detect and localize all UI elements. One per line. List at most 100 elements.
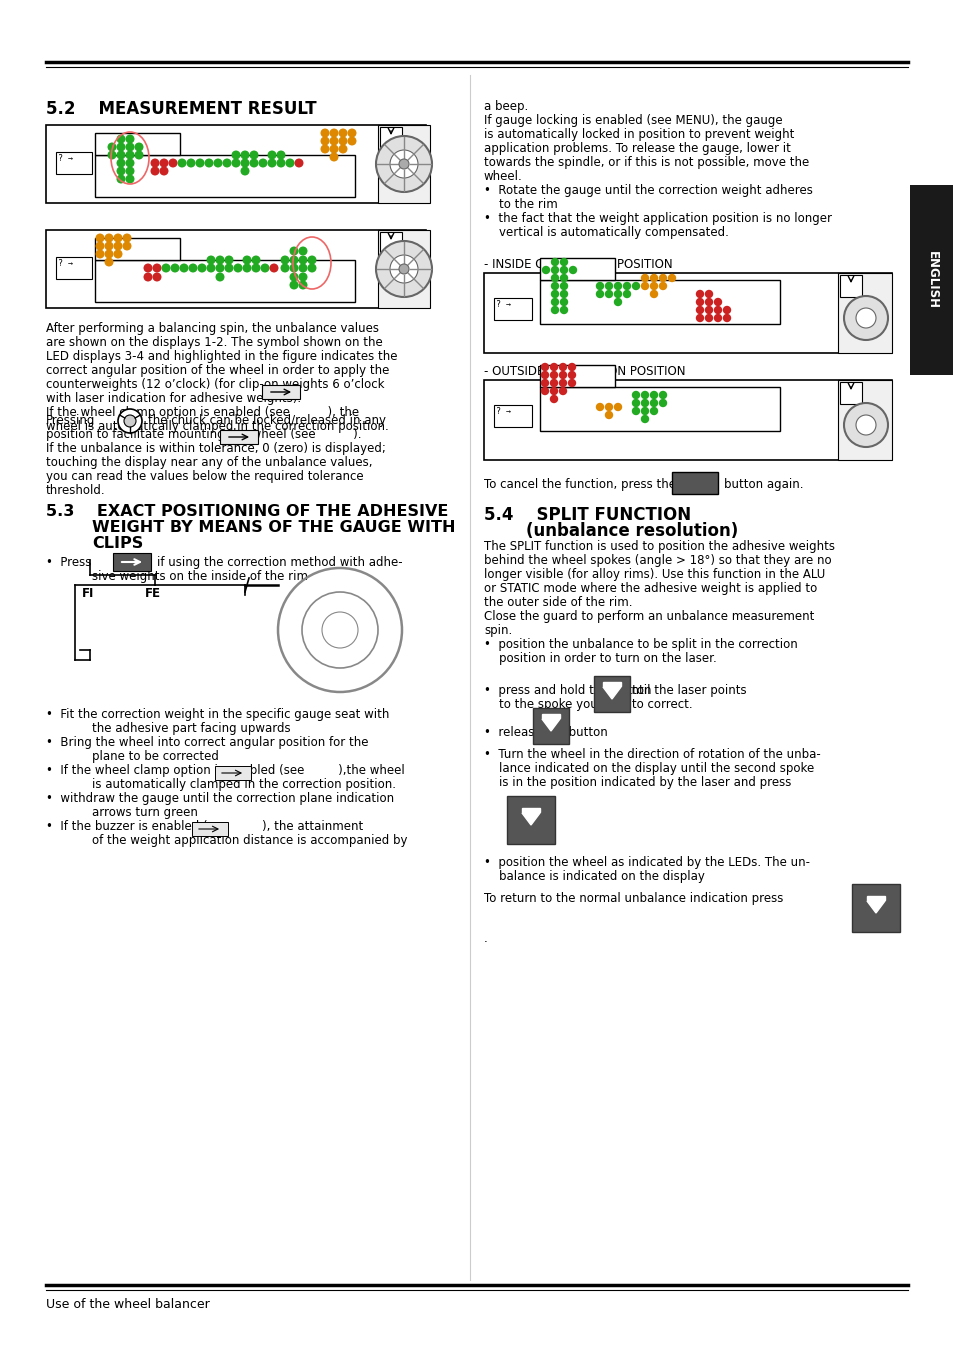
Text: •  withdraw the gauge until the correction plane indication: • withdraw the gauge until the correctio… xyxy=(46,792,394,805)
Circle shape xyxy=(550,363,557,370)
Circle shape xyxy=(605,404,612,410)
Text: the adhesive part facing upwards: the adhesive part facing upwards xyxy=(91,722,291,734)
Text: The SPLIT function is used to position the adhesive weights: The SPLIT function is used to position t… xyxy=(483,540,834,553)
Circle shape xyxy=(551,266,558,274)
Text: •  press and hold the button: • press and hold the button xyxy=(483,684,651,697)
Text: 5.3    EXACT POSITIONING OF THE ADHESIVE: 5.3 EXACT POSITIONING OF THE ADHESIVE xyxy=(46,504,448,518)
Circle shape xyxy=(294,159,302,167)
Circle shape xyxy=(714,298,720,305)
Circle shape xyxy=(169,159,176,167)
Circle shape xyxy=(160,167,168,174)
Bar xyxy=(95,261,355,302)
Circle shape xyxy=(105,242,112,250)
Text: the outer side of the rim.: the outer side of the rim. xyxy=(483,595,632,609)
Bar xyxy=(379,127,401,147)
Circle shape xyxy=(596,290,603,297)
Polygon shape xyxy=(602,682,620,686)
Circle shape xyxy=(551,274,558,282)
Circle shape xyxy=(855,308,875,328)
Circle shape xyxy=(560,282,567,289)
Text: 5.2    MEASUREMENT RESULT: 5.2 MEASUREMENT RESULT xyxy=(46,100,316,117)
Circle shape xyxy=(153,273,161,281)
Circle shape xyxy=(705,290,712,297)
Bar xyxy=(837,379,891,460)
Text: to the spoke you wish to correct.: to the spoke you wish to correct. xyxy=(483,698,692,711)
Circle shape xyxy=(714,306,720,313)
Circle shape xyxy=(321,146,329,153)
Bar xyxy=(539,279,780,324)
Circle shape xyxy=(558,379,566,386)
Text: LED displays 3-4 and highlighted in the figure indicates the: LED displays 3-4 and highlighted in the … xyxy=(46,350,397,363)
Text: correct angular position of the wheel in order to apply the: correct angular position of the wheel in… xyxy=(46,364,389,377)
Circle shape xyxy=(126,143,133,151)
Text: Close the guard to perform an unbalance measurement: Close the guard to perform an unbalance … xyxy=(483,610,814,622)
Circle shape xyxy=(843,404,887,447)
Circle shape xyxy=(541,363,548,370)
Text: counterweights (12 o’clock) (for clip-on weights 6 o’clock: counterweights (12 o’clock) (for clip-on… xyxy=(46,378,384,392)
Circle shape xyxy=(151,159,158,167)
Text: to the rim: to the rim xyxy=(483,198,558,211)
Circle shape xyxy=(281,265,289,271)
Circle shape xyxy=(178,159,186,167)
Text: Use of the wheel balancer: Use of the wheel balancer xyxy=(46,1297,210,1311)
Bar xyxy=(840,382,862,404)
Circle shape xyxy=(696,306,702,313)
Text: •  Press: • Press xyxy=(46,556,91,568)
Polygon shape xyxy=(521,809,539,811)
Circle shape xyxy=(632,282,639,289)
Circle shape xyxy=(568,379,575,386)
Circle shape xyxy=(541,387,548,394)
Text: To return to the normal unbalance indication press: To return to the normal unbalance indica… xyxy=(483,892,782,904)
Bar xyxy=(95,155,355,197)
Circle shape xyxy=(632,408,639,414)
Text: If the unbalance is within tolerance, 0 (zero) is displayed;: If the unbalance is within tolerance, 0 … xyxy=(46,441,385,455)
Bar xyxy=(214,765,251,780)
Text: •  Rotate the gauge until the correction weight adheres: • Rotate the gauge until the correction … xyxy=(483,184,812,197)
Circle shape xyxy=(614,282,620,289)
Bar xyxy=(539,364,615,387)
Circle shape xyxy=(281,256,289,263)
Circle shape xyxy=(108,151,115,159)
Circle shape xyxy=(290,247,297,255)
Circle shape xyxy=(330,153,337,161)
Circle shape xyxy=(117,167,125,174)
Text: longer visible (for alloy rims). Use this function in the ALU: longer visible (for alloy rims). Use thi… xyxy=(483,568,824,580)
Text: - INSIDE CORRECTION POSITION: - INSIDE CORRECTION POSITION xyxy=(483,258,672,271)
Circle shape xyxy=(144,265,152,271)
Text: spin.: spin. xyxy=(483,624,512,637)
Circle shape xyxy=(650,392,657,398)
Circle shape xyxy=(114,234,122,242)
Circle shape xyxy=(241,159,249,167)
Text: ? →: ? → xyxy=(58,154,73,163)
Circle shape xyxy=(659,274,666,282)
Text: towards the spindle, or if this is not possible, move the: towards the spindle, or if this is not p… xyxy=(483,157,808,169)
Circle shape xyxy=(105,234,112,242)
Text: If gauge locking is enabled (see MENU), the gauge: If gauge locking is enabled (see MENU), … xyxy=(483,113,781,127)
Text: After performing a balancing spin, the unbalance values: After performing a balancing spin, the u… xyxy=(46,323,378,335)
Circle shape xyxy=(541,371,548,378)
Circle shape xyxy=(232,159,239,167)
Text: ? →: ? → xyxy=(673,472,694,483)
Text: touching the display near any of the unbalance values,: touching the display near any of the unb… xyxy=(46,456,372,468)
Circle shape xyxy=(105,250,112,258)
Bar xyxy=(840,275,862,297)
Circle shape xyxy=(650,290,657,297)
Text: FE: FE xyxy=(145,587,161,599)
Circle shape xyxy=(233,265,241,271)
Polygon shape xyxy=(541,714,559,718)
Circle shape xyxy=(216,256,224,263)
Text: ?: ? xyxy=(263,386,267,396)
Circle shape xyxy=(640,416,648,423)
Circle shape xyxy=(290,256,297,263)
Circle shape xyxy=(542,266,549,274)
Circle shape xyxy=(96,242,104,250)
Circle shape xyxy=(623,282,630,289)
Bar xyxy=(594,676,629,711)
Circle shape xyxy=(277,151,285,159)
Bar xyxy=(379,232,401,252)
Circle shape xyxy=(568,371,575,378)
Circle shape xyxy=(696,290,702,297)
Circle shape xyxy=(117,135,125,143)
Circle shape xyxy=(321,130,329,136)
Circle shape xyxy=(126,159,133,167)
